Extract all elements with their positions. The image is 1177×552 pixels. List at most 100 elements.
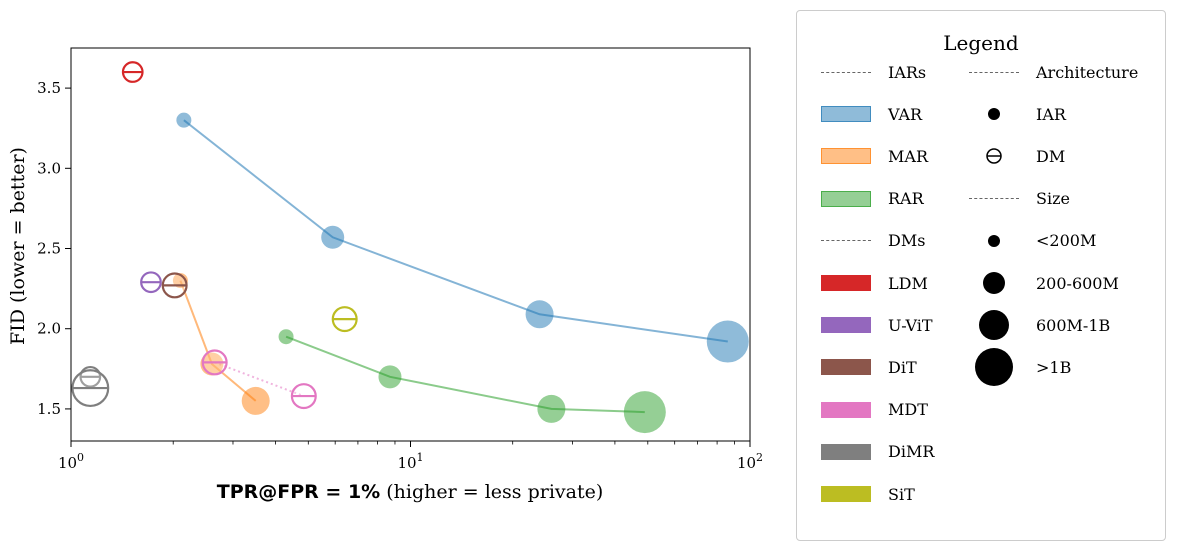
legend-entry-size: Size [969, 184, 1070, 214]
legend-entry-architecture: Architecture [969, 57, 1138, 87]
data-point-mdt-2 [290, 383, 317, 410]
marker-holder [969, 310, 1019, 341]
legend-label: Architecture [1036, 62, 1139, 82]
filled-circle-icon [975, 348, 1013, 387]
color-swatch [821, 359, 871, 376]
data-point-rar-2 [378, 365, 402, 389]
color-swatch [821, 190, 871, 207]
dashed-line-icon [969, 198, 1019, 200]
y-tick-label: 3.0 [37, 159, 61, 177]
iar-marker [525, 300, 554, 329]
dot [975, 348, 1013, 387]
data-point-var-3 [525, 300, 554, 329]
marker-holder [969, 141, 1019, 171]
x-tick-label: 101 [397, 451, 423, 472]
legend-label: <200M [1036, 231, 1097, 251]
legend-entry-iar: IAR [969, 99, 1066, 129]
legend-entry-mar: MAR [821, 141, 928, 171]
legend-entry-u-vit: U-ViT [821, 310, 933, 340]
legend-entry-600m-1b: 600M-1B [969, 310, 1111, 341]
legend-label: SiT [888, 484, 915, 504]
data-point-rar-1 [278, 329, 294, 345]
iar-marker [706, 320, 749, 363]
data-point-mdt-1 [201, 349, 228, 376]
data-point-var-1 [176, 112, 192, 128]
series-line-rar [285, 335, 645, 414]
marker-holder [969, 99, 1019, 129]
marker-holder [969, 348, 1019, 387]
data-point-u-vit-1 [140, 271, 162, 294]
y-tick-label: 3.5 [37, 79, 61, 97]
legend-label: LDM [888, 273, 928, 293]
legend-entry-var: VAR [821, 99, 922, 129]
data-point-ldm-1 [121, 61, 144, 83]
plot-layer [71, 61, 749, 434]
legend-entry-200-600m: 200-600M [969, 268, 1119, 298]
legend-label: MDT [888, 400, 928, 420]
y-axis-label: FID (lower = better) [7, 147, 29, 345]
color-swatch [821, 106, 871, 123]
legend-entry-1b: >1B [969, 348, 1071, 387]
iar-marker [378, 365, 402, 389]
iar-marker [278, 329, 294, 345]
data-point-dimr-2 [71, 369, 110, 408]
x-tick-label: 100 [58, 451, 84, 472]
dashed-line-icon [821, 240, 871, 242]
filled-circle-icon [983, 272, 1005, 294]
data-point-var-4 [706, 320, 749, 363]
x-tick-label: 102 [737, 451, 763, 472]
iar-marker [241, 386, 270, 415]
legend-title: Legend [943, 31, 1019, 55]
legend-label: U-ViT [888, 315, 933, 335]
iar-marker [321, 225, 345, 249]
color-swatch [821, 486, 871, 502]
data-point-dit-1 [161, 272, 188, 299]
theta-circle-icon [986, 148, 1002, 165]
legend-label: MAR [888, 146, 928, 166]
iar-marker [537, 394, 566, 423]
legend-entry-dimr: DiMR [821, 437, 934, 467]
legend-label: VAR [888, 104, 923, 124]
legend-label: IARs [888, 62, 927, 82]
series-line-mar [179, 280, 257, 402]
dot [988, 108, 1000, 121]
legend-entry-dms: DMs [821, 226, 925, 256]
dot [979, 310, 1009, 341]
color-swatch [821, 401, 871, 418]
dashed-line-icon [821, 71, 871, 73]
legend-entry-iars: IARs [821, 57, 926, 87]
filled-circle-icon [979, 310, 1009, 341]
series-line-var [183, 119, 728, 343]
marker-holder [969, 226, 1019, 256]
legend-entry-dit: DiT [821, 352, 917, 382]
legend-entry-sit: SiT [821, 479, 915, 509]
legend-label: 600M-1B [1036, 315, 1111, 335]
iar-marker [623, 391, 666, 434]
y-tick-label: 2.0 [37, 320, 61, 338]
x-axis-label: TPR@FPR = 1% (higher = less private) [217, 481, 604, 503]
legend-entry-mdt: MDT [821, 395, 928, 425]
legend-label: RAR [888, 189, 924, 209]
y-tick-label: 2.5 [37, 240, 61, 258]
legend-entry-ldm: LDM [821, 268, 928, 298]
legend: Legend IARs VAR MAR RAR DMs LDM U-ViT DiT MDT DiM… [796, 10, 1166, 541]
data-point-var-2 [321, 225, 345, 249]
iar-marker [176, 112, 192, 128]
data-point-mar-3 [241, 386, 270, 415]
legend-label: DiMR [888, 442, 935, 462]
data-point-sit-1 [331, 306, 358, 333]
legend-entry-200m: <200M [969, 226, 1096, 256]
color-swatch [821, 148, 871, 165]
color-swatch [821, 275, 871, 291]
marker-holder [969, 268, 1019, 298]
legend-entry-dm: DM [969, 141, 1065, 171]
color-swatch [821, 317, 871, 334]
legend-label: DMs [888, 231, 926, 251]
dashed-line-icon [969, 71, 1019, 73]
legend-label: Size [1036, 189, 1070, 209]
axes-layer: 100 101 102 1.5 2.0 2.5 3.0 3.5 [37, 79, 763, 472]
y-tick-label: 1.5 [37, 400, 61, 418]
series-line-mdt [214, 361, 305, 398]
legend-label: 200-600M [1036, 273, 1119, 293]
legend-entry-rar: RAR [821, 184, 924, 214]
